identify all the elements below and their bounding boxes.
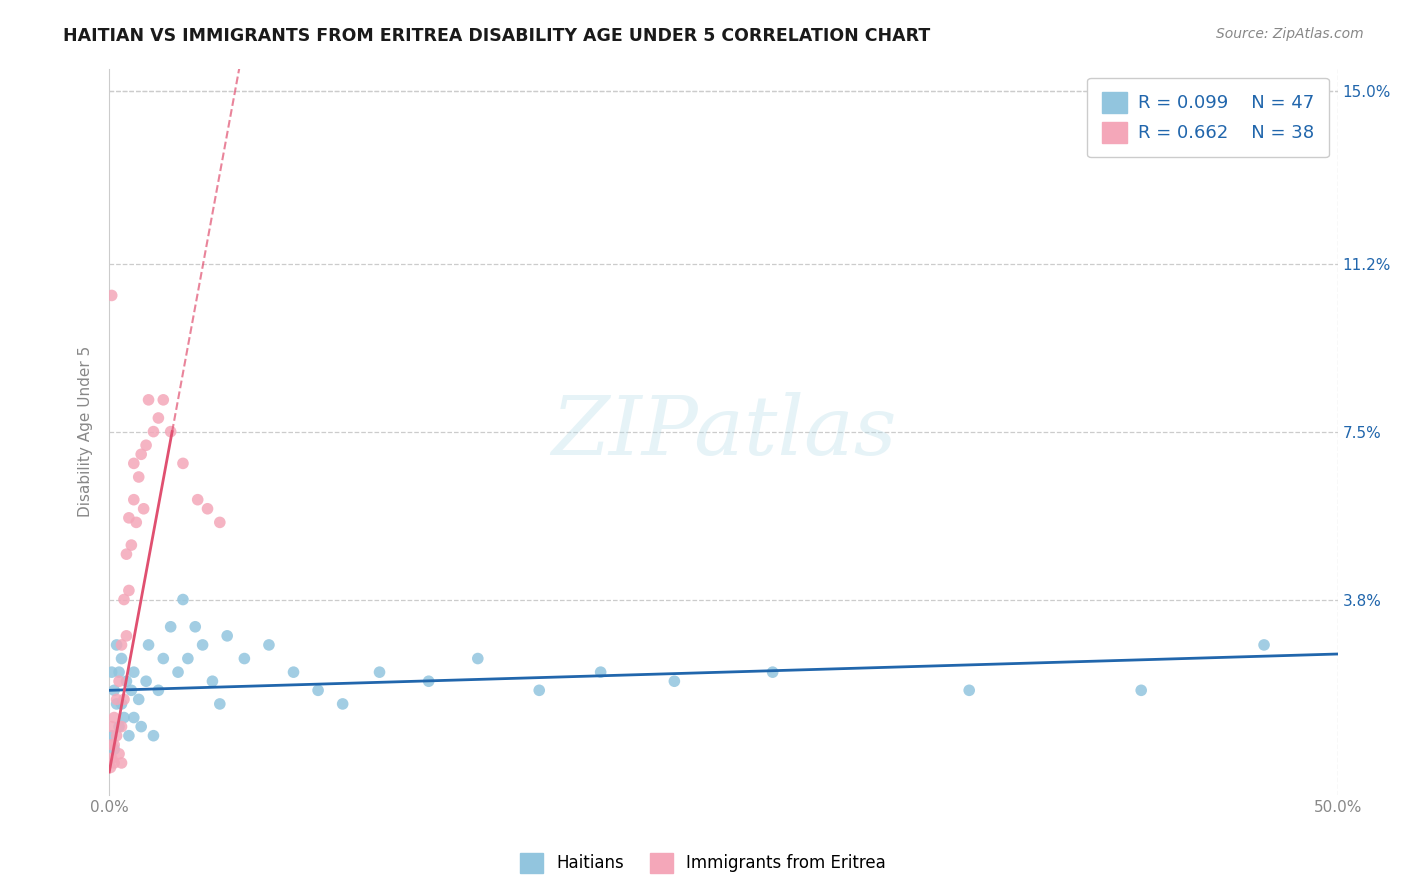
Point <box>135 438 157 452</box>
Point <box>100 665 122 680</box>
Point <box>128 470 150 484</box>
Legend: Haitians, Immigrants from Eritrea: Haitians, Immigrants from Eritrea <box>513 847 893 880</box>
Point <box>108 665 131 680</box>
Point <box>115 629 138 643</box>
Point <box>177 651 200 665</box>
Point <box>100 288 122 302</box>
Point <box>129 447 152 461</box>
Point <box>152 651 174 665</box>
Point <box>233 651 256 665</box>
Point <box>957 683 980 698</box>
Point <box>100 760 122 774</box>
Point <box>105 692 128 706</box>
Point <box>529 683 551 698</box>
Point <box>167 665 190 680</box>
Point <box>103 683 125 698</box>
Point <box>110 697 132 711</box>
Point <box>103 756 125 770</box>
Text: HAITIAN VS IMMIGRANTS FROM ERITREA DISABILITY AGE UNDER 5 CORRELATION CHART: HAITIAN VS IMMIGRANTS FROM ERITREA DISAB… <box>63 27 931 45</box>
Point <box>122 665 145 680</box>
Point <box>108 720 131 734</box>
Point <box>197 501 219 516</box>
Point <box>217 629 239 643</box>
Point <box>307 683 329 698</box>
Point <box>118 511 141 525</box>
Point <box>201 674 224 689</box>
Point <box>105 638 128 652</box>
Point <box>118 583 141 598</box>
Point <box>172 456 194 470</box>
Point <box>122 456 145 470</box>
Point <box>108 674 131 689</box>
Point <box>110 651 132 665</box>
Point <box>762 665 785 680</box>
Point <box>187 492 209 507</box>
Point <box>128 692 150 706</box>
Point <box>103 742 125 756</box>
Text: ZIPatlas: ZIPatlas <box>551 392 896 472</box>
Point <box>152 392 174 407</box>
Point <box>148 683 170 698</box>
Point <box>283 665 305 680</box>
Point <box>103 738 125 752</box>
Point <box>100 720 122 734</box>
Point <box>110 720 132 734</box>
Point <box>115 547 138 561</box>
Point <box>105 729 128 743</box>
Point <box>208 697 231 711</box>
Point <box>120 683 142 698</box>
Point <box>122 492 145 507</box>
Point <box>112 692 135 706</box>
Point <box>159 620 181 634</box>
Point <box>100 729 122 743</box>
Point <box>159 425 181 439</box>
Point <box>368 665 391 680</box>
Point <box>138 638 160 652</box>
Point <box>112 592 135 607</box>
Point <box>105 697 128 711</box>
Point <box>112 710 135 724</box>
Point <box>257 638 280 652</box>
Legend: R = 0.099    N = 47, R = 0.662    N = 38: R = 0.099 N = 47, R = 0.662 N = 38 <box>1087 78 1329 157</box>
Point <box>125 516 148 530</box>
Point <box>108 747 131 761</box>
Point <box>132 501 155 516</box>
Point <box>589 665 612 680</box>
Point <box>191 638 214 652</box>
Point <box>208 516 231 530</box>
Point <box>332 697 354 711</box>
Point <box>118 729 141 743</box>
Point <box>467 651 489 665</box>
Point <box>172 592 194 607</box>
Point <box>135 674 157 689</box>
Point <box>120 538 142 552</box>
Point <box>1130 683 1153 698</box>
Point <box>148 411 170 425</box>
Point <box>664 674 686 689</box>
Point <box>110 756 132 770</box>
Point <box>122 710 145 724</box>
Y-axis label: Disability Age Under 5: Disability Age Under 5 <box>79 346 93 517</box>
Point <box>100 751 122 765</box>
Point <box>418 674 440 689</box>
Point <box>100 738 122 752</box>
Point <box>184 620 207 634</box>
Point <box>142 729 165 743</box>
Text: Source: ZipAtlas.com: Source: ZipAtlas.com <box>1216 27 1364 41</box>
Point <box>115 674 138 689</box>
Point <box>110 638 132 652</box>
Point <box>1253 638 1275 652</box>
Point <box>142 425 165 439</box>
Point <box>129 720 152 734</box>
Point <box>103 710 125 724</box>
Point <box>138 392 160 407</box>
